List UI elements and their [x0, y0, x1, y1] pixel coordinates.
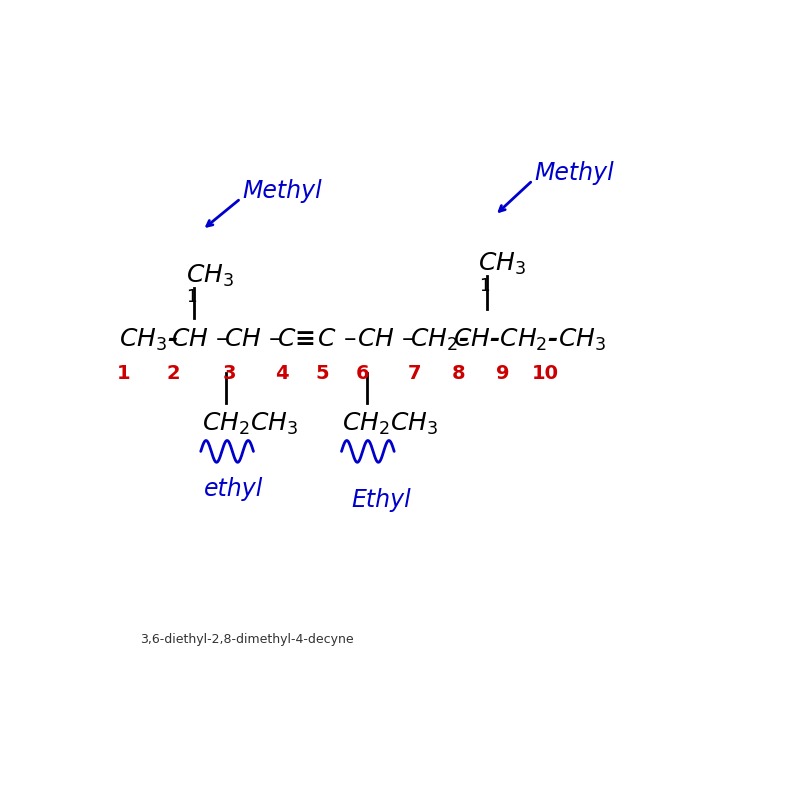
Text: ethyl: ethyl [204, 477, 263, 501]
Text: 6: 6 [355, 365, 369, 384]
Text: $CH$ –: $CH$ – [224, 328, 282, 351]
Text: 7: 7 [408, 365, 422, 384]
Text: $CH_3$: $CH_3$ [478, 251, 526, 277]
Text: 4: 4 [275, 365, 289, 384]
Text: $CH$ –: $CH$ – [171, 328, 230, 351]
Text: 1: 1 [117, 365, 130, 384]
Text: Ethyl: Ethyl [351, 488, 411, 512]
Text: $C$≡: $C$≡ [277, 328, 314, 351]
Text: $CH_2CH_3$: $CH_2CH_3$ [342, 411, 438, 437]
Text: 1: 1 [479, 277, 490, 296]
Text: 1: 1 [186, 288, 197, 306]
Text: $CH_3$: $CH_3$ [186, 263, 234, 289]
Text: 9: 9 [496, 365, 510, 384]
Text: $CH$-$CH_2$-$CH_3$: $CH$-$CH_2$-$CH_3$ [454, 326, 606, 353]
Text: $CH_2$-: $CH_2$- [410, 326, 469, 353]
Text: 3,6-diethyl-2,8-dimethyl-4-decyne: 3,6-diethyl-2,8-dimethyl-4-decyne [140, 633, 354, 645]
Text: 2: 2 [166, 365, 180, 384]
Text: 3: 3 [222, 365, 236, 384]
Text: 10: 10 [532, 365, 558, 384]
Text: $CH$ –: $CH$ – [358, 328, 415, 351]
Text: $CH_2CH_3$: $CH_2CH_3$ [202, 411, 298, 437]
Text: 5: 5 [315, 365, 329, 384]
Text: Methyl: Methyl [534, 161, 614, 185]
Text: $CH_3$-: $CH_3$- [118, 326, 178, 353]
Text: Methyl: Methyl [242, 179, 322, 203]
Text: 8: 8 [451, 365, 465, 384]
Text: $C$ –: $C$ – [317, 328, 357, 351]
